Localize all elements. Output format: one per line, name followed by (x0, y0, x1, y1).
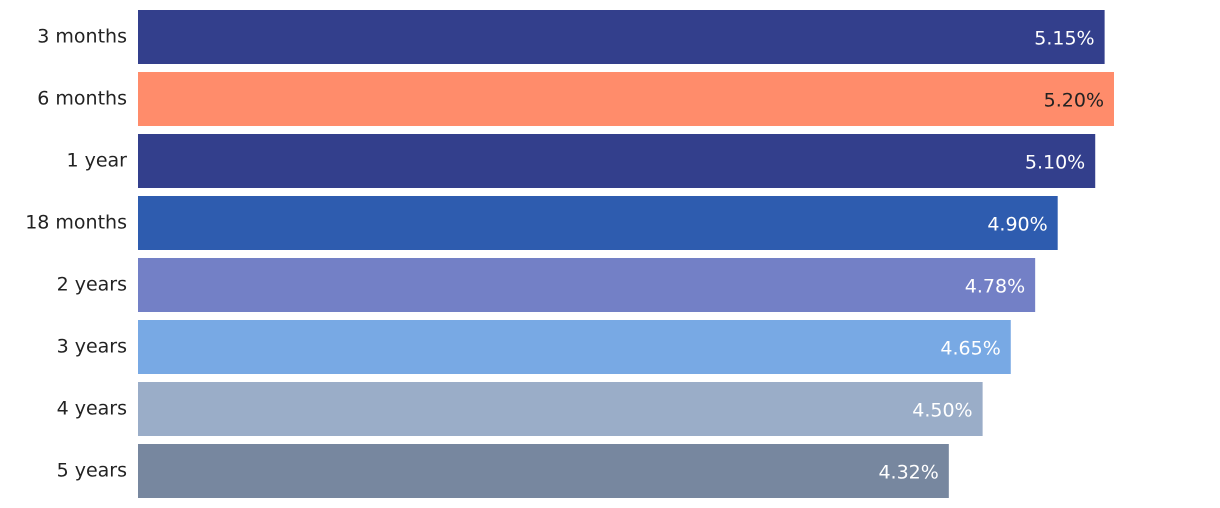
value-label: 5.20% (1044, 90, 1104, 112)
bar (138, 258, 1036, 312)
bar (138, 444, 949, 498)
bar (138, 134, 1096, 188)
category-label: 18 months (25, 212, 127, 234)
category-label: 3 months (37, 26, 127, 48)
category-label: 2 years (57, 274, 127, 296)
category-label: 1 year (66, 150, 127, 172)
value-label: 5.15% (1034, 28, 1094, 50)
bar (138, 196, 1058, 250)
bar (138, 382, 983, 436)
value-label: 5.10% (1025, 152, 1085, 174)
category-label: 5 years (57, 460, 127, 482)
value-label: 4.78% (965, 276, 1025, 298)
category-label: 3 years (57, 336, 127, 358)
bar (138, 320, 1011, 374)
bar (138, 10, 1105, 64)
category-label: 6 months (37, 88, 127, 110)
category-label: 4 years (57, 398, 127, 420)
value-label: 4.50% (912, 400, 972, 422)
bar (138, 72, 1114, 126)
value-label: 4.90% (987, 214, 1047, 236)
value-label: 4.65% (940, 338, 1000, 360)
value-label: 4.32% (878, 462, 938, 484)
